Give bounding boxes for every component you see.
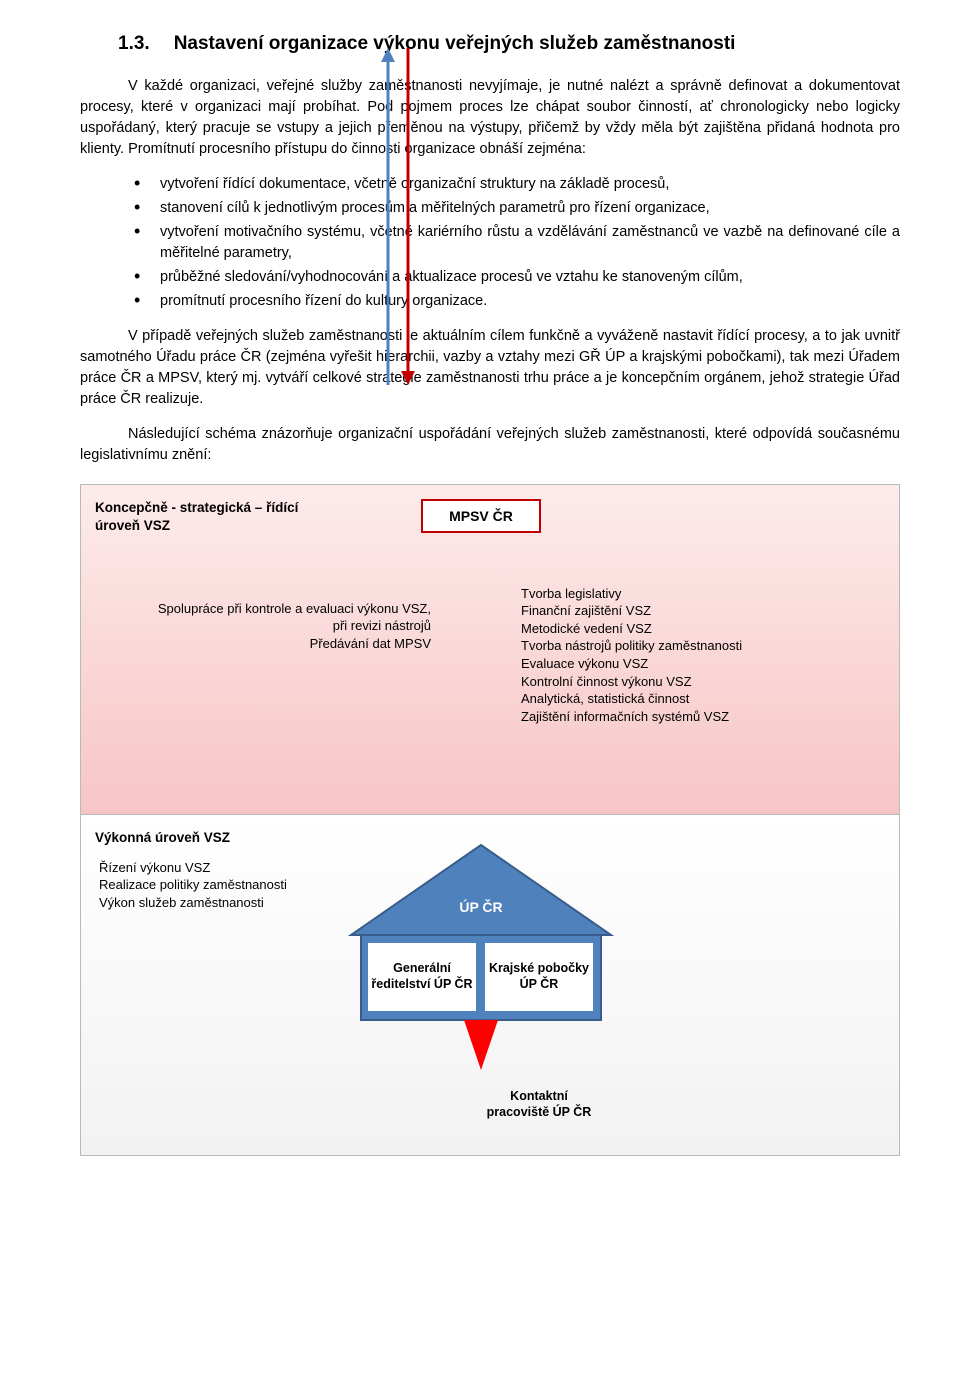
list-item: stanovení cílů k jednotlivým procesům a …	[160, 198, 900, 219]
list-item: průběžné sledování/vyhodnocování a aktua…	[160, 267, 900, 288]
paragraph-3: Následující schéma znázorňuje organizačn…	[80, 424, 900, 466]
kontaktni-box: Kontaktní pracoviště ÚP ČR	[485, 1075, 593, 1135]
diagram-top-level: Koncepčně - strategická – řídící úroveň …	[81, 485, 899, 815]
list-item: promítnutí procesního řízení do kultury …	[160, 291, 900, 312]
diagram-bottom-level: Výkonná úroveň VSZ Řízení výkonu VSZ Rea…	[81, 815, 899, 1155]
text-line: Tvorba nástrojů politiky zaměstnanosti	[521, 637, 851, 655]
text-line: Kontrolní činnost výkonu VSZ	[521, 673, 851, 691]
list-item: vytvoření řídící dokumentace, včetně org…	[160, 174, 900, 195]
text-line: Realizace politiky zaměstnanosti	[99, 876, 359, 894]
text-line: Analytická, statistická činnost	[521, 690, 851, 708]
top-left-text: Spolupráce při kontrole a evaluaci výkon…	[101, 600, 431, 653]
text-line: Výkon služeb zaměstnanosti	[99, 894, 359, 912]
top-right-text: Tvorba legislativy Finanční zajištění VS…	[521, 585, 851, 725]
up-cr-label: ÚP ČR	[451, 897, 511, 917]
text-line: Evaluace výkonu VSZ	[521, 655, 851, 673]
text-line: při revizi nástrojů	[101, 617, 431, 635]
text-line: Předávání dat MPSV	[101, 635, 431, 653]
section-number: 1.3.	[118, 33, 174, 54]
section-heading: 1.3.Nastavení organizace výkonu veřejnýc…	[148, 30, 900, 58]
text-line: Tvorba legislativy	[521, 585, 851, 603]
bottom-level-label: Výkonná úroveň VSZ	[95, 829, 335, 847]
org-diagram: Koncepčně - strategická – řídící úroveň …	[80, 484, 900, 1156]
text-line: Finanční zajištění VSZ	[521, 602, 851, 620]
krajske-box: Krajské pobočky ÚP ČR	[485, 943, 593, 1011]
text-line: Zajištění informačních systémů VSZ	[521, 708, 851, 726]
text-line: Metodické vedení VSZ	[521, 620, 851, 638]
text-line: Řízení výkonu VSZ	[99, 859, 359, 877]
gr-up-box: Generální ředitelství ÚP ČR	[368, 943, 476, 1011]
list-item: vytvoření motivačního systému, včetně ka…	[160, 222, 900, 264]
paragraph-2: V případě veřejných služeb zaměstnanosti…	[80, 326, 900, 410]
paragraph-1: V každé organizaci, veřejné služby zaměs…	[80, 76, 900, 160]
section-title: Nastavení organizace výkonu veřejných sl…	[174, 33, 736, 54]
text-line: Spolupráce při kontrole a evaluaci výkon…	[101, 600, 431, 618]
bullet-list: vytvoření řídící dokumentace, včetně org…	[80, 174, 900, 312]
bottom-left-text: Řízení výkonu VSZ Realizace politiky zam…	[99, 859, 359, 912]
top-level-label: Koncepčně - strategická – řídící úroveň …	[95, 499, 335, 535]
mpsv-box: MPSV ČR	[421, 499, 541, 533]
